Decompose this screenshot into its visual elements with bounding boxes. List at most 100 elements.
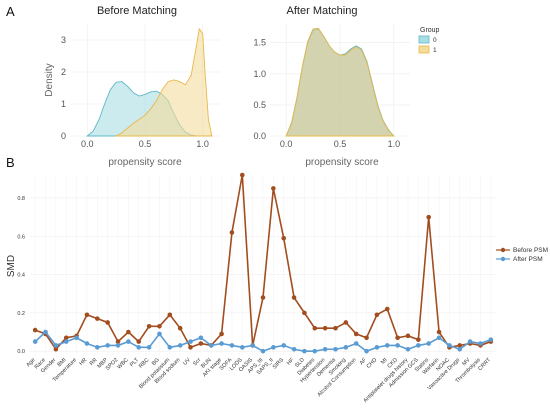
data-point-after-psm xyxy=(32,339,38,344)
y-tick-label: 0.6 xyxy=(17,234,25,240)
x-tick-label: 0.5 xyxy=(139,139,152,149)
data-point-after-psm xyxy=(260,348,266,354)
panel-label-a: A xyxy=(6,4,15,19)
data-point-before-psm xyxy=(136,339,142,344)
y-tick-label: 0 xyxy=(61,131,66,141)
x-tick-label: PLT xyxy=(129,357,141,369)
x-tick-label: BMI xyxy=(56,357,67,368)
data-point-before-psm xyxy=(63,335,69,341)
data-point-before-psm xyxy=(374,312,380,318)
legend-point-after xyxy=(500,256,506,262)
x-tick-label: SIRS xyxy=(272,357,286,371)
y-tick-label: 2 xyxy=(61,67,66,77)
data-point-before-psm xyxy=(333,325,338,331)
data-point-before-psm xyxy=(384,306,390,312)
data-point-after-psm xyxy=(157,331,162,337)
y-tick-label: 1 xyxy=(61,99,66,109)
x-tick-label: HR xyxy=(79,357,89,367)
data-point-before-psm xyxy=(343,320,349,325)
data-point-before-psm xyxy=(271,186,276,191)
data-point-before-psm xyxy=(53,346,59,352)
data-point-after-psm xyxy=(436,335,442,341)
data-point-before-psm xyxy=(322,325,328,331)
data-point-before-psm xyxy=(84,312,90,318)
x-tick-label: 0.0 xyxy=(81,139,94,149)
psm-legend: Before PSM After PSM xyxy=(496,247,548,263)
data-point-after-psm xyxy=(250,343,255,348)
data-point-after-psm xyxy=(302,348,307,354)
data-point-before-psm xyxy=(291,295,297,300)
x-tick-label: SLD xyxy=(294,357,306,369)
data-point-before-psm xyxy=(457,343,463,348)
data-point-after-psm xyxy=(239,345,245,350)
data-point-before-psm xyxy=(405,333,411,339)
group-legend-swatch-0 xyxy=(418,35,430,44)
density-plot-after: After Matching 0.0 0.5 1.0 1.5 0.0 0.5 1.0 pro… xyxy=(253,5,410,168)
data-point-before-psm xyxy=(436,329,442,335)
data-point-after-psm xyxy=(126,339,131,344)
density-plot-before: Before Matching 0 1 2 3 0.0 0.5 1.0 propensity… xyxy=(44,5,220,168)
density-area-group-1 xyxy=(285,27,395,137)
data-point-before-psm xyxy=(239,172,245,178)
data-point-after-psm xyxy=(405,346,411,352)
data-point-after-psm xyxy=(426,341,431,346)
data-point-after-psm xyxy=(353,341,359,346)
plot-title-after: After Matching xyxy=(287,5,358,17)
y-tick-label: 1.5 xyxy=(253,38,266,48)
data-point-after-psm xyxy=(281,343,287,348)
x-tick-label: 1.0 xyxy=(196,139,209,149)
group-legend: Group 0 1 xyxy=(418,27,440,54)
x-tick-label: Scr xyxy=(192,357,202,367)
data-point-after-psm xyxy=(395,343,400,348)
data-point-before-psm xyxy=(157,323,162,329)
x-tick-label: CRRT xyxy=(477,357,492,372)
legend-label-before: Before PSM xyxy=(513,247,548,254)
data-point-after-psm xyxy=(229,343,235,348)
data-point-after-psm xyxy=(43,329,48,335)
data-point-before-psm xyxy=(167,312,173,318)
data-point-after-psm xyxy=(136,345,142,350)
data-point-after-psm xyxy=(467,339,473,344)
data-point-after-psm xyxy=(312,348,318,354)
data-point-after-psm xyxy=(146,345,152,350)
x-tick-label: HF xyxy=(286,357,296,367)
data-point-after-psm xyxy=(198,335,204,341)
x-axis-label-after: propensity score xyxy=(305,157,379,168)
data-point-before-psm xyxy=(95,316,100,321)
x-tick-label: MI xyxy=(380,357,389,366)
data-point-before-psm xyxy=(260,295,266,300)
x-tick-label: AF xyxy=(359,357,369,367)
data-point-before-psm xyxy=(302,310,307,316)
y-tick-label: 1.0 xyxy=(253,69,266,79)
y-tick-label: 0.2 xyxy=(17,311,25,317)
x-tick-label: 0.5 xyxy=(334,139,347,149)
y-axis-label-before: Density xyxy=(44,63,55,96)
group-legend-swatch-1 xyxy=(418,45,430,54)
x-tick-label: WBC xyxy=(116,357,129,370)
data-point-after-psm xyxy=(447,343,452,348)
data-point-before-psm xyxy=(105,320,110,325)
x-tick-label: RBC xyxy=(138,357,150,369)
plot-title-before: Before Matching xyxy=(97,5,177,17)
data-point-after-psm xyxy=(167,345,173,350)
data-point-before-psm xyxy=(426,214,431,220)
x-tick-label: RR xyxy=(89,357,99,367)
data-point-after-psm xyxy=(457,346,463,352)
legend-point-before xyxy=(500,247,506,253)
density-area-group-1 xyxy=(114,27,213,137)
y-tick-label: 3 xyxy=(61,35,66,45)
x-axis-label-before: propensity score xyxy=(108,157,182,168)
data-point-after-psm xyxy=(188,339,193,344)
y-tick-label: 0.0 xyxy=(17,349,25,355)
data-point-after-psm xyxy=(416,343,421,348)
data-point-before-psm xyxy=(353,331,359,337)
data-point-before-psm xyxy=(126,329,131,335)
data-point-before-psm xyxy=(395,335,400,341)
y-tick-label: 0.5 xyxy=(253,100,266,110)
data-point-before-psm xyxy=(188,345,193,350)
data-point-after-psm xyxy=(53,343,59,348)
x-tick-label: UV xyxy=(182,357,192,367)
data-point-after-psm xyxy=(177,343,183,348)
